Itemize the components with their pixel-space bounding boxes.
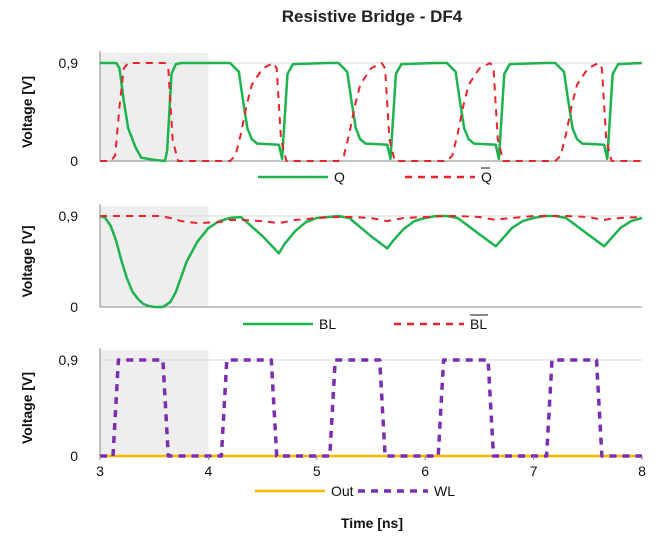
panel-3: 0 0,9 Voltage [V] 3 4 5 6 7 8 Out WL <box>19 348 646 499</box>
panel-2: 0 0,9 Voltage [V] BL BL <box>19 204 643 332</box>
legend-label: WL <box>434 483 455 499</box>
x-axis-title: Time [ns] <box>341 515 403 531</box>
x-tick-label: 4 <box>205 463 213 479</box>
shaded-region <box>100 53 209 161</box>
x-tick-label: 8 <box>638 463 646 479</box>
y-tick-label: 0 <box>70 299 78 315</box>
y-tick-label: 0 <box>70 448 78 464</box>
x-tick-label: 6 <box>421 463 429 479</box>
y-axis-title: Voltage [V] <box>19 372 35 444</box>
chart-title: Resistive Bridge - DF4 <box>282 7 463 26</box>
y-axis-title: Voltage [V] <box>19 225 35 297</box>
x-tick-label: 7 <box>530 463 538 479</box>
y-tick-label: 0,9 <box>59 352 79 368</box>
legend-label: Q <box>481 169 492 185</box>
shaded-region <box>100 350 209 456</box>
y-tick-label: 0 <box>70 153 78 169</box>
panel-1: 0 0,9 Voltage [V] Q Q <box>19 51 643 185</box>
legend-label: Out <box>331 483 354 499</box>
y-tick-label: 0,9 <box>59 208 79 224</box>
x-tick-label: 3 <box>96 463 104 479</box>
x-tick-label: 5 <box>313 463 321 479</box>
series-line-q <box>100 61 643 163</box>
legend-label: BL <box>470 316 487 332</box>
series-line-q-bar <box>100 62 642 162</box>
legend-label: Q <box>334 169 345 185</box>
series-line-wl <box>100 358 642 458</box>
series-line-bl-bar <box>100 215 643 225</box>
y-axis-title: Voltage [V] <box>19 76 35 148</box>
shaded-region <box>100 206 209 307</box>
legend-label: BL <box>319 316 336 332</box>
y-tick-label: 0,9 <box>59 55 79 71</box>
